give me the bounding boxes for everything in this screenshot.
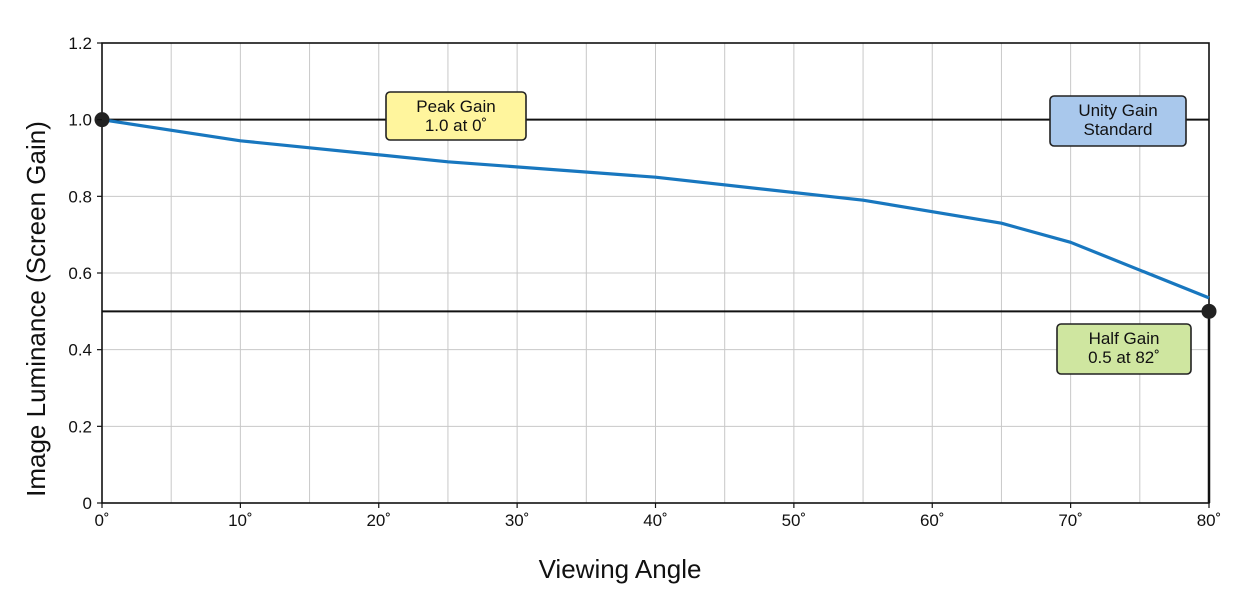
y-tick-label: 0 [83,494,92,513]
peak-callout-text: 1.0 at 0˚ [425,116,487,135]
x-tick-label: 80˚ [1197,511,1222,530]
x-tick-label: 60˚ [920,511,945,530]
x-tick-label: 40˚ [643,511,668,530]
x-tick-label: 0˚ [94,511,109,530]
half-callout-text: Half Gain [1089,329,1160,348]
half-callout-box [1056,323,1192,375]
y-tick-label: 0.4 [68,341,92,360]
half-callout-text: 0.5 at 82˚ [1088,348,1160,367]
unity-callout-box [1049,95,1187,147]
x-axis-title: Viewing Angle [539,554,702,584]
gain-curve-line [101,118,1210,300]
x-tick-label: 50˚ [782,511,807,530]
y-tick-label: 0.6 [68,264,92,283]
y-tick-label: 1.0 [68,111,92,130]
y-tick-label: 1.2 [68,34,92,53]
reference-lines [102,118,1209,313]
unity-callout-text: Unity Gain [1078,101,1157,120]
y-axis-title: Image Luminance (Screen Gain) [21,121,51,497]
x-tick-label: 70˚ [1058,511,1083,530]
x-tick-label: 20˚ [366,511,391,530]
y-tick-label: 0.2 [68,417,92,436]
peak-callout-text: Peak Gain [416,97,495,116]
x-tick-label: 10˚ [228,511,253,530]
x-tick-label: 30˚ [505,511,530,530]
unity-callout-text: Standard [1084,120,1153,139]
y-tick-label: 0.8 [68,187,92,206]
grid [102,43,1209,503]
series-layer [101,118,1210,300]
tick-labels: 0˚ 10˚ 20˚ 30˚ 40˚ 50˚ 60˚ 70˚ 80˚ 0 0.2 0.4 0.6 0.8 1… [68,34,1221,530]
peak-callout-box [385,91,527,141]
data-point-marker [1201,303,1217,319]
